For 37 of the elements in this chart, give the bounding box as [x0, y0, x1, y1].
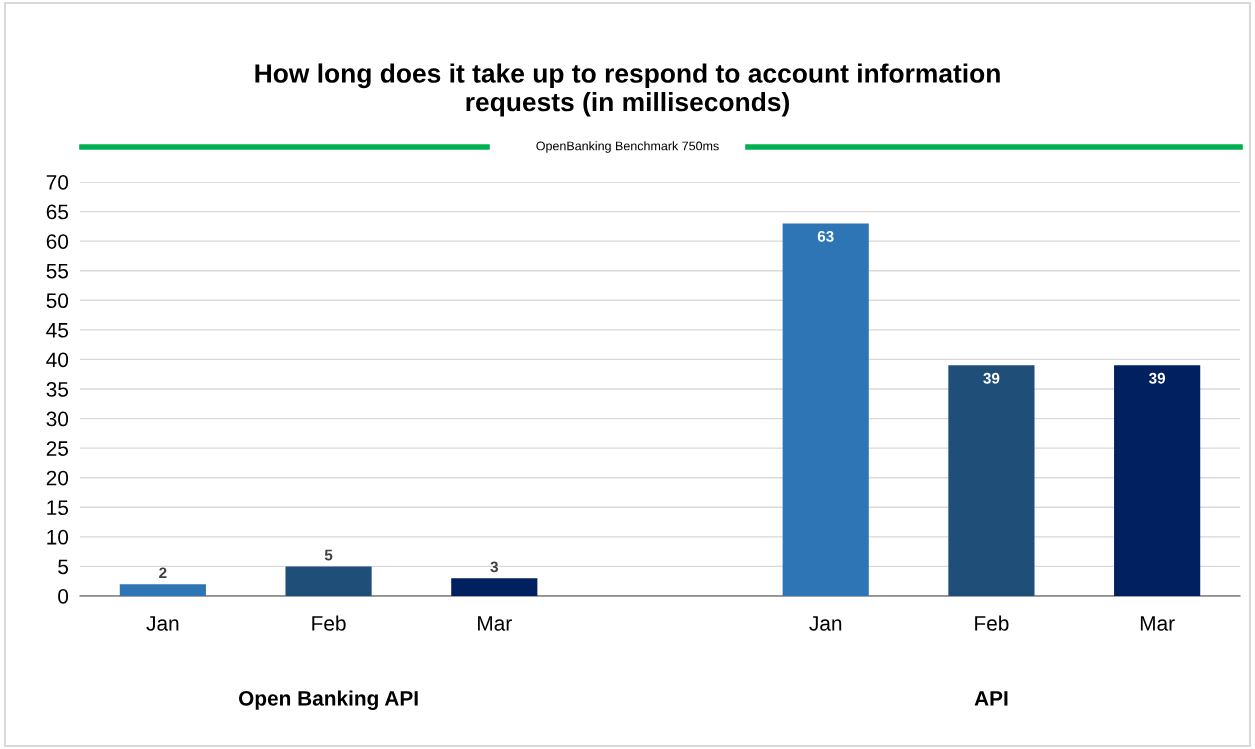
y-tick-label: 45: [46, 323, 69, 338]
x-tick-label: Mar: [478, 616, 512, 631]
data-label: 3: [490, 561, 498, 573]
y-tick-label: 65: [46, 204, 69, 220]
text: Open Banking API: [238, 690, 418, 710]
x-tick-label: Jan: [146, 616, 179, 631]
data-label: 39: [1149, 372, 1166, 384]
data-label: 63: [817, 230, 834, 242]
y-tick-label: 60: [46, 234, 69, 249]
data-label: 39: [983, 372, 1000, 384]
y-tick-label: 20: [46, 470, 69, 486]
y-tick-label: 5: [58, 559, 69, 575]
y-tick-label: 40: [46, 352, 69, 368]
bar: [285, 566, 372, 596]
bar: [451, 578, 538, 596]
x-tick-label: Jan: [809, 616, 842, 631]
y-tick-label: 50: [46, 293, 69, 309]
bar: [948, 365, 1035, 596]
text: API: [974, 691, 1008, 706]
x-tick-label: Mar: [1140, 616, 1175, 631]
y-tick-label: 70: [46, 175, 69, 190]
bar: [1114, 365, 1201, 596]
y-tick-label: 55: [46, 263, 69, 279]
data-label: 5: [324, 549, 333, 561]
y-tick-label: 10: [47, 529, 69, 545]
data-label: 2: [159, 567, 167, 579]
x-tick-label: Feb: [312, 615, 346, 631]
y-tick-label: 25: [46, 441, 69, 456]
bar: [119, 584, 206, 596]
chart-title: How long does it take up to respond to account information requests (in milliseconds): [255, 63, 1000, 117]
text: OpenBanking Benchmark 750ms: [536, 141, 719, 153]
bar: [782, 223, 869, 596]
y-tick-label: 30: [46, 411, 69, 427]
y-tick-label: 15: [47, 500, 69, 516]
y-tick-label: 0: [58, 589, 69, 604]
x-tick-label: Feb: [975, 615, 1009, 631]
y-tick-label: 35: [46, 382, 69, 397]
